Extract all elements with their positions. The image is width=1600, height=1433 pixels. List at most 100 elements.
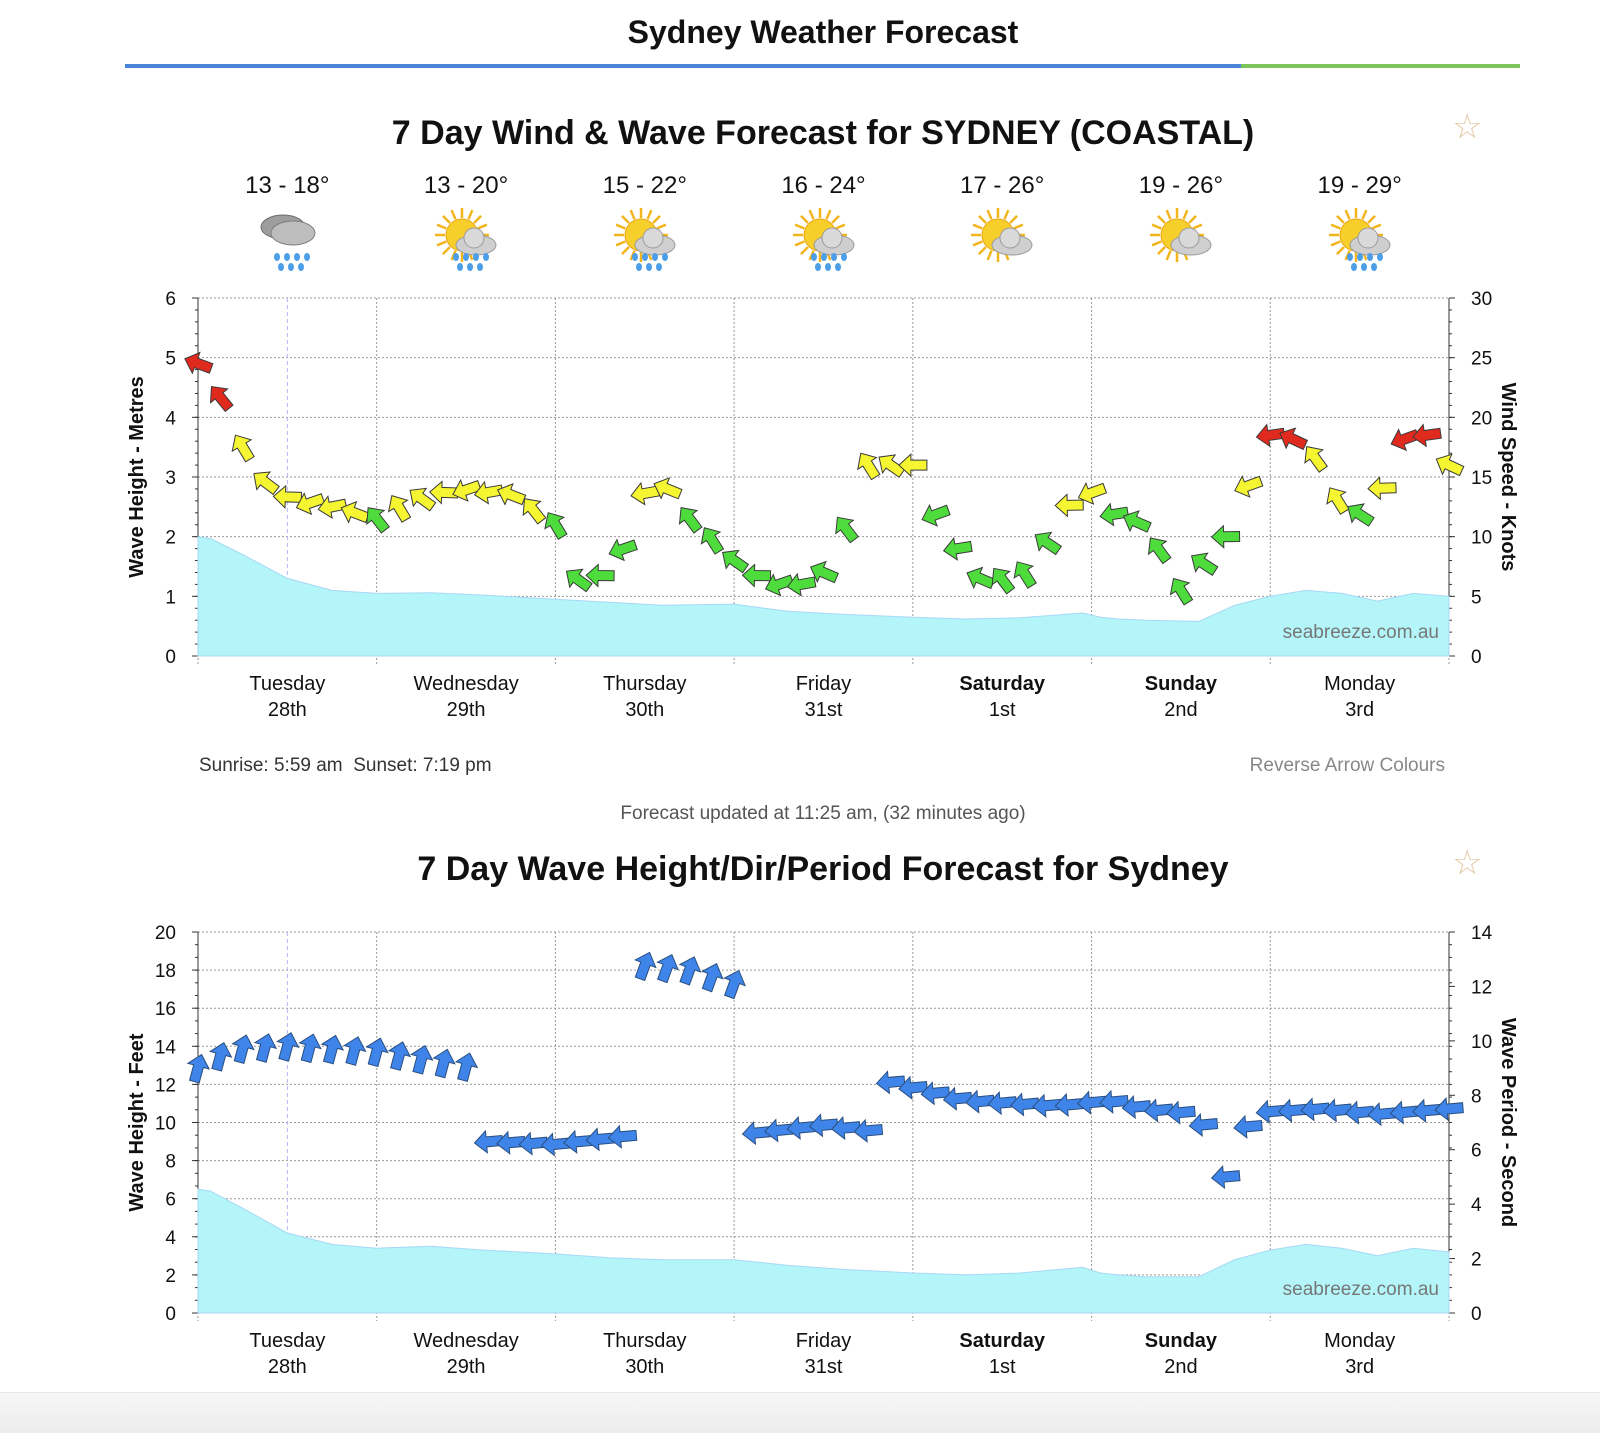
y-tick-label: 5 <box>165 349 176 370</box>
y2-axis-title: Wind Speed - Knots <box>1497 383 1519 572</box>
wind-arrow <box>1304 445 1328 473</box>
sun-shower-icon <box>1320 205 1400 275</box>
day-temperature: 17 - 26° <box>960 172 1045 199</box>
sunset-text: Sunset: 7:19 pm <box>353 755 492 776</box>
y-axis-title: Wave Height - Feet <box>126 1033 148 1212</box>
y-tick-label: 18 <box>155 961 176 982</box>
favourite-star-icon[interactable]: ☆ <box>1452 108 1483 146</box>
wind-arrow <box>1210 524 1241 549</box>
day-label: Monday <box>1324 1330 1395 1352</box>
wave-arrow <box>633 951 657 982</box>
y2-tick-label: 12 <box>1471 977 1492 998</box>
wind-arrow <box>1435 453 1465 477</box>
sun-shower-icon <box>605 205 685 275</box>
y2-tick-label: 8 <box>1471 1086 1482 1107</box>
y2-tick-label: 6 <box>1471 1141 1482 1162</box>
page-title: Sydney Weather Forecast <box>627 14 1019 50</box>
wave-arrow <box>432 1048 456 1079</box>
day-label: Thursday <box>603 673 686 695</box>
y-tick-label: 6 <box>165 1190 176 1211</box>
wind-arrow <box>608 538 638 562</box>
date-label: 30th <box>625 699 664 721</box>
y-tick-label: 2 <box>165 528 176 549</box>
y-tick-label: 20 <box>155 923 176 944</box>
plot-frame: 0 2 4 6 8 10 12 14 16 18 20 0 2 4 6 8 10 12 14 Wave Height … <box>126 923 1519 1378</box>
date-label: 30th <box>625 1356 664 1378</box>
date-label: 3rd <box>1345 699 1374 721</box>
y-axis-title: Wave Height - Metres <box>126 376 148 578</box>
bottom-scrollbar-area <box>0 1392 1600 1433</box>
wind-arrow <box>209 385 234 413</box>
date-label: 1st <box>989 699 1016 721</box>
wind-arrow <box>921 503 951 527</box>
wave-arrow <box>898 1075 928 1100</box>
wave-arrow <box>808 1113 839 1138</box>
wind-arrow <box>1234 475 1264 498</box>
wave-arrow <box>1322 1098 1353 1123</box>
day-label: Tuesday <box>249 1330 325 1352</box>
date-label: 2nd <box>1164 699 1197 721</box>
y-tick-label: 12 <box>155 1075 176 1096</box>
y-tick-label: 16 <box>155 999 176 1020</box>
wave-arrow <box>343 1036 367 1066</box>
wind-arrow <box>295 492 326 516</box>
sun-shower-icon <box>426 205 506 275</box>
day-label: Thursday <box>603 1330 686 1352</box>
wave-arrow <box>231 1034 255 1065</box>
day-label: Monday <box>1324 673 1395 695</box>
day-label: Sunday <box>1145 1330 1218 1352</box>
wind-arrow <box>544 512 568 540</box>
day-temperature: 19 - 29° <box>1317 172 1402 199</box>
date-label: 29th <box>447 699 486 721</box>
wind-arrow <box>272 484 303 509</box>
sun-shower-icon <box>784 205 864 275</box>
reverse-arrow-colours-link[interactable]: Reverse Arrow Colours <box>1249 755 1445 776</box>
y-tick-label: 0 <box>165 647 176 668</box>
wave-arrows <box>186 951 1464 1190</box>
wind-arrow <box>700 527 725 555</box>
wind-arrow <box>1099 502 1130 527</box>
wave-arrow <box>320 1034 345 1065</box>
wind-arrow <box>522 498 547 525</box>
wave-height-area <box>197 1188 1450 1314</box>
wave-arrow <box>387 1041 412 1071</box>
wind-arrow <box>764 573 795 597</box>
wind-arrow <box>835 516 859 544</box>
wind-arrow <box>231 434 255 463</box>
day-label: Friday <box>796 673 852 695</box>
wind-arrow <box>678 507 703 534</box>
wave-arrow <box>276 1032 300 1062</box>
sun-cloud-icon <box>962 205 1042 275</box>
day-temperature: 19 - 26° <box>1138 172 1224 199</box>
wave-arrow <box>253 1033 278 1063</box>
wind-arrow <box>253 471 280 496</box>
sun-cloud-icon <box>1141 205 1221 275</box>
wave-arrow <box>454 1052 479 1083</box>
wave-arrow <box>1188 1112 1219 1138</box>
wave-arrow <box>208 1041 233 1072</box>
y-tick-label: 4 <box>165 1228 176 1249</box>
day-label: Friday <box>796 1330 852 1352</box>
wind-arrow <box>585 563 615 588</box>
y2-tick-label: 14 <box>1471 923 1493 944</box>
sunrise-text: Sunrise: 5:59 am <box>199 755 343 776</box>
y2-tick-label: 0 <box>1471 1304 1482 1325</box>
wave-arrow <box>607 1124 638 1149</box>
wind-arrow <box>1054 493 1084 518</box>
day-label: Sunday <box>1145 673 1218 695</box>
wind-arrow <box>409 487 437 512</box>
wind-arrow <box>857 452 881 481</box>
wave-arrow <box>1166 1100 1196 1125</box>
wind-arrow <box>1367 476 1397 501</box>
y2-tick-label: 30 <box>1471 289 1492 310</box>
wind-arrow <box>1034 531 1062 556</box>
y2-tick-label: 5 <box>1471 587 1482 608</box>
wave-arrow <box>678 956 702 986</box>
favourite-star-icon[interactable]: ☆ <box>1452 844 1483 882</box>
wind-chart-title: 7 Day Wind & Wave Forecast for SYDNEY (C… <box>391 114 1255 152</box>
wave-arrow <box>186 1053 211 1084</box>
y-tick-label: 8 <box>165 1152 176 1173</box>
wind-wave-chart: 0 1 2 3 4 5 6 0 5 10 15 20 25 30 Wave Height - Metres W… <box>126 289 1519 721</box>
wind-arrow <box>722 549 750 574</box>
